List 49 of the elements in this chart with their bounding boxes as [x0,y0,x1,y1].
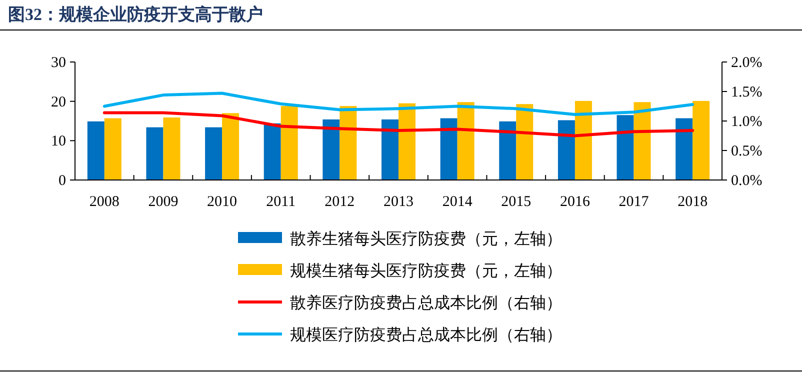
x-tick-label: 2015 [501,194,532,210]
x-tick-label: 2011 [266,194,296,210]
x-tick-label: 2010 [207,194,238,210]
x-tick-label: 2016 [560,194,590,210]
y-tick-label: 30 [51,55,66,71]
legend-label: 规模生猪每头医疗防疫费（元，左轴） [290,262,562,280]
bar [104,118,122,180]
bar [382,119,398,180]
bar [574,100,592,180]
bar [499,121,516,180]
line-series [102,92,694,116]
y2-tick-label: 1.5% [731,84,762,100]
bar [322,119,340,180]
chart-title: 图32：规模企业防疫开支高于散户 [8,5,263,24]
bar [280,106,298,180]
y-tick-label: 20 [51,94,66,110]
y-tick-label: 0 [58,173,66,189]
legend-label: 散养医疗防疫费占总成本比例（右轴） [290,294,562,312]
x-tick-label: 2013 [384,194,414,210]
y2-tick-label: 2.0% [731,55,762,71]
bar [340,106,357,180]
x-tick-label: 2017 [618,194,650,210]
x-tick-label: 2012 [324,194,355,210]
bar [146,127,164,180]
bar [163,117,180,180]
bar [616,115,634,180]
x-tick-label: 2009 [148,194,178,210]
bar [558,120,575,180]
bar [692,100,710,180]
line-series [102,111,694,138]
legend-label: 散养生猪每头医疗防疫费（元，左轴） [290,230,562,248]
bar [634,102,651,180]
y2-tick-label: 0.5% [731,144,762,160]
bar [457,102,474,180]
bar [222,113,240,180]
bar [87,121,104,180]
y-tick-label: 10 [51,134,66,150]
legend-label: 规模医疗防疫费占总成本比例（右轴） [290,326,562,344]
x-tick-label: 2018 [678,194,708,210]
x-tick-label: 2014 [442,194,473,210]
bar [676,118,693,180]
bar [516,104,534,180]
bar [440,118,458,180]
bar [398,103,416,180]
bar [205,127,222,180]
bar [264,123,281,180]
y2-tick-label: 1.0% [731,114,762,130]
y2-tick-label: 0.0% [731,173,762,189]
x-tick-label: 2008 [89,194,120,210]
